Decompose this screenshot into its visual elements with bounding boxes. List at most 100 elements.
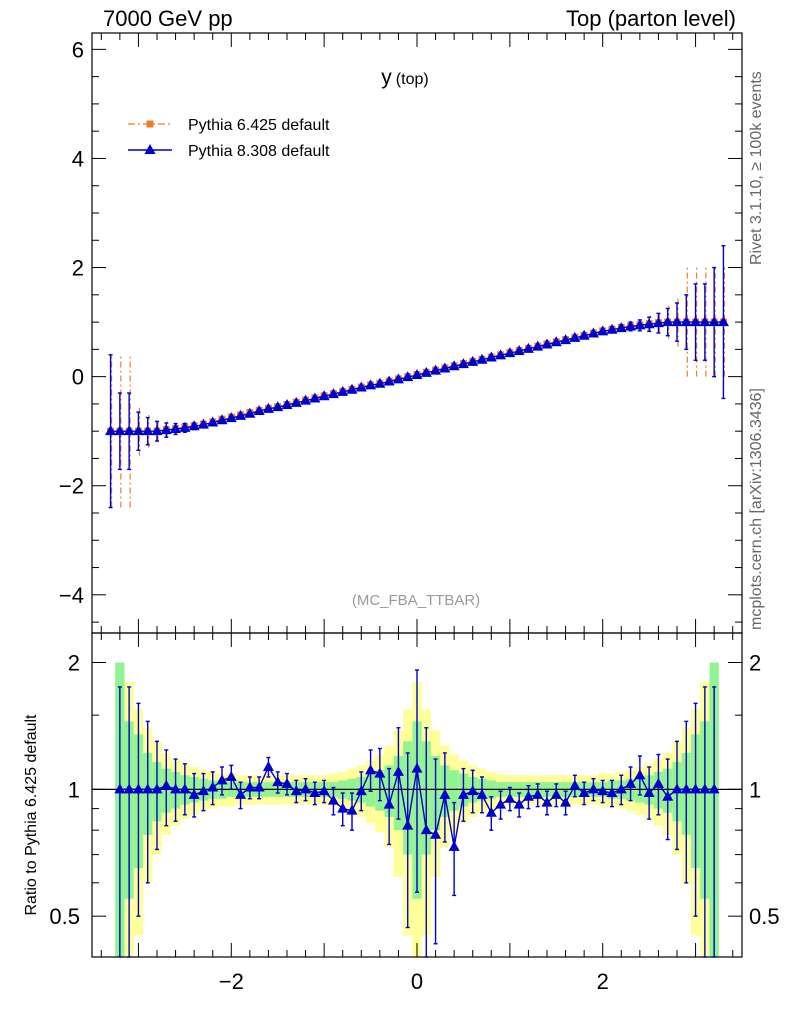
ratio-marker bbox=[495, 798, 507, 809]
ratio-marker bbox=[337, 802, 349, 813]
ratio-marker bbox=[383, 798, 395, 809]
ratio-marker bbox=[132, 783, 144, 794]
marker-pythia8 bbox=[188, 420, 200, 431]
main-ytick-label: 2 bbox=[72, 256, 84, 281]
ratio-panel: 0.5 0.5 1 1 2 2 −2 0 2 Ratio to Pythia 6.425 defa… bbox=[23, 632, 780, 994]
ratio-marker bbox=[522, 790, 534, 801]
marker-pythia8 bbox=[170, 423, 182, 433]
ratio-marker bbox=[467, 785, 479, 796]
ratio-marker bbox=[309, 787, 321, 798]
marker-pythia8 bbox=[151, 425, 163, 436]
ratio-ytick-label-right: 1 bbox=[749, 777, 761, 802]
marker-pythia8 bbox=[652, 317, 664, 328]
marker-pythia8 bbox=[578, 329, 590, 340]
marker-pythia8 bbox=[309, 392, 321, 403]
marker-pythia8 bbox=[717, 316, 729, 327]
ratio-marker bbox=[160, 779, 172, 790]
ratio-marker bbox=[290, 785, 302, 796]
marker-pythia8 bbox=[142, 425, 154, 436]
ratio-marker bbox=[625, 777, 637, 788]
marker-pythia8 bbox=[550, 336, 562, 347]
main-ytick-label: −2 bbox=[59, 474, 84, 499]
ratio-marker bbox=[671, 783, 683, 794]
marker-pythia8 bbox=[634, 319, 646, 330]
ratio-marker bbox=[355, 785, 367, 796]
marker-pythia8 bbox=[467, 355, 479, 366]
marker-pythia8 bbox=[383, 375, 395, 386]
ratio-marker bbox=[448, 840, 460, 851]
ratio-marker bbox=[244, 781, 256, 792]
marker-pythia8 bbox=[374, 377, 386, 388]
ratio-marker bbox=[225, 770, 237, 781]
ratio-marker bbox=[114, 783, 126, 794]
marker-pythia8 bbox=[402, 371, 414, 382]
marker-pythia8 bbox=[235, 409, 247, 420]
header-observable-label: Top (parton level) bbox=[566, 6, 736, 31]
main-ytick-label: 6 bbox=[72, 37, 84, 62]
marker-pythia8 bbox=[606, 323, 618, 334]
marker-pythia8 bbox=[504, 347, 516, 358]
ratio-ytick-label: 0.5 bbox=[49, 904, 80, 929]
ratio-ytick-label: 2 bbox=[68, 651, 80, 676]
marker-pythia8 bbox=[680, 316, 692, 327]
main-ytick-label: −4 bbox=[59, 583, 84, 608]
ratio-marker bbox=[420, 824, 432, 835]
ratio-marker bbox=[262, 760, 274, 771]
ratio-marker bbox=[197, 785, 209, 796]
ratio-xtick-label: 0 bbox=[411, 969, 423, 994]
marker-pythia8 bbox=[207, 416, 219, 427]
ratio-ytick-label: 1 bbox=[68, 777, 80, 802]
marker-pythia8 bbox=[615, 322, 627, 333]
ratio-marker bbox=[560, 796, 572, 807]
marker-pythia8 bbox=[671, 316, 683, 327]
marker-pythia8 bbox=[495, 349, 507, 360]
marker-pythia8 bbox=[132, 425, 144, 436]
ratio-marker bbox=[402, 819, 414, 830]
ratio-marker bbox=[485, 806, 497, 817]
marker-pythia8 bbox=[411, 369, 423, 379]
marker-pythia8 bbox=[216, 414, 228, 425]
ratio-ytick-label-right: 2 bbox=[749, 651, 761, 676]
ratio-marker bbox=[699, 783, 711, 794]
marker-pythia8 bbox=[337, 385, 349, 396]
marker-pythia8 bbox=[290, 396, 302, 407]
main-plot-title: y (top) bbox=[381, 66, 428, 89]
marker-pythia8 bbox=[532, 340, 544, 351]
marker-pythia8 bbox=[253, 405, 265, 415]
legend-marker-pythia6 bbox=[146, 120, 154, 128]
marker-pythia8 bbox=[522, 342, 534, 353]
ratio-marker bbox=[235, 788, 247, 799]
marker-pythia8 bbox=[560, 334, 572, 345]
ratio-marker bbox=[643, 787, 655, 798]
ratio-xtick-label: 2 bbox=[597, 969, 609, 994]
legend-label-pythia6: Pythia 6.425 default bbox=[188, 117, 330, 134]
ratio-marker bbox=[652, 777, 664, 788]
ratio-marker bbox=[578, 787, 590, 798]
marker-pythia8 bbox=[225, 412, 237, 423]
band-inner-bin bbox=[449, 770, 459, 811]
marker-pythia8 bbox=[346, 383, 358, 394]
ratio-marker bbox=[690, 783, 702, 794]
analysis-watermark: (MC_FBA_TTBAR) bbox=[352, 592, 480, 609]
ratio-marker bbox=[318, 785, 330, 796]
marker-pythia8 bbox=[430, 364, 442, 375]
ratio-marker bbox=[439, 788, 451, 799]
marker-pythia8 bbox=[541, 338, 553, 349]
ratio-marker bbox=[207, 781, 219, 792]
legend-label-pythia8: Pythia 8.308 default bbox=[188, 143, 330, 160]
marker-pythia8 bbox=[123, 425, 135, 436]
marker-pythia8 bbox=[300, 394, 312, 405]
ratio-marker bbox=[188, 788, 200, 799]
main-panel: −4 −2 0 2 4 6 y (top) (MC_FBA_TTBAR) Pythia 6.425… bbox=[59, 32, 743, 634]
marker-pythia8 bbox=[262, 402, 274, 413]
ratio-marker bbox=[272, 776, 284, 787]
ratio-marker bbox=[569, 779, 581, 790]
marker-pythia8 bbox=[708, 316, 720, 327]
marker-pythia8 bbox=[457, 358, 469, 369]
ratio-marker bbox=[662, 790, 674, 801]
main-ytick-label: 0 bbox=[72, 365, 84, 390]
marker-pythia8 bbox=[420, 366, 432, 377]
ratio-marker bbox=[300, 783, 312, 794]
marker-pythia8 bbox=[597, 325, 609, 336]
